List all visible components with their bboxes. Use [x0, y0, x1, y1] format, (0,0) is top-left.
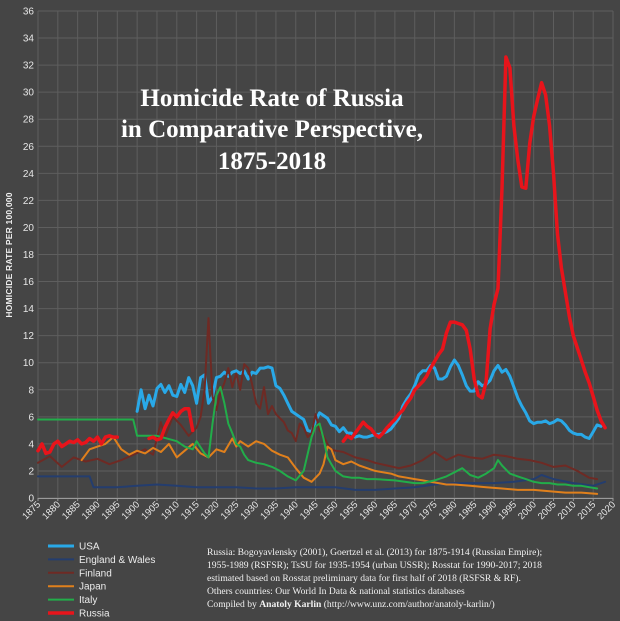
series-line-finland — [37, 317, 599, 481]
series-line-japan — [80, 436, 599, 495]
y-tick-label: 0 — [28, 494, 34, 505]
note-line-3: estimated based on Rosstat preliminary d… — [207, 573, 521, 584]
y-tick-label: 28 — [23, 115, 35, 126]
series-line-england-wales — [37, 474, 607, 491]
y-tick-label: 24 — [23, 169, 35, 180]
series-lines — [36, 55, 607, 495]
legend-label-russia: Russia — [79, 609, 110, 620]
note-line-4: Others countries: Our World In Data & na… — [207, 586, 465, 597]
legend-label-usa: USA — [79, 542, 100, 553]
y-tick-label: 26 — [23, 142, 35, 153]
y-tick-label: 32 — [23, 61, 35, 72]
y-tick-label: 12 — [23, 331, 35, 342]
legend: USA England & Wales Finland Japan Italy Russi… — [48, 542, 155, 620]
y-tick-label: 20 — [23, 223, 35, 234]
legend-label-japan: Japan — [79, 582, 106, 593]
legend-label-italy: Italy — [79, 595, 97, 606]
y-tick-label: 2 — [28, 466, 34, 477]
note-line-1: Russia: Bogoyavlensky (2001), Goertzel e… — [207, 547, 542, 558]
series-line-usa — [135, 358, 603, 440]
chart-title: Homicide Rate of Russia in Comparative P… — [121, 85, 423, 175]
y-tick-label: 8 — [28, 385, 34, 396]
y-tick-label: 6 — [28, 412, 34, 423]
gridlines — [37, 10, 614, 499]
series-line-italy — [37, 386, 599, 490]
y-tick-label: 30 — [23, 88, 35, 99]
y-tick-label: 14 — [23, 304, 35, 315]
credit-url: (http://www.unz.com/author/anatoly-karli… — [321, 599, 494, 610]
legend-label-england-wales: England & Wales — [79, 555, 155, 566]
y-tick-label: 34 — [23, 34, 35, 45]
y-axis-label: HOMICIDE RATE PER 100,000 — [4, 192, 14, 317]
credit-line: Compiled by Anatoly Karlin (http://www.u… — [207, 599, 495, 610]
title-line-2: in Comparative Perspective, — [121, 116, 423, 143]
y-tick-label: 4 — [28, 439, 34, 450]
credit-author: Anatoly Karlin — [259, 599, 322, 610]
note-line-2: 1955-1989 (RSFSR); TsSU for 1935-1954 (u… — [207, 560, 542, 571]
y-tick-label: 18 — [23, 250, 35, 261]
title-line-3: 1875-2018 — [218, 148, 326, 175]
y-tick-label: 10 — [23, 358, 35, 369]
legend-label-finland: Finland — [79, 568, 112, 579]
series-line-russia — [36, 55, 607, 456]
y-tick-label: 36 — [23, 7, 35, 18]
credit-prefix: Compiled by — [207, 599, 259, 610]
y-tick-label: 22 — [23, 196, 35, 207]
source-notes: Russia: Bogoyavlensky (2001), Goertzel e… — [207, 547, 542, 610]
title-line-1: Homicide Rate of Russia — [140, 85, 404, 112]
y-tick-label: 16 — [23, 277, 35, 288]
